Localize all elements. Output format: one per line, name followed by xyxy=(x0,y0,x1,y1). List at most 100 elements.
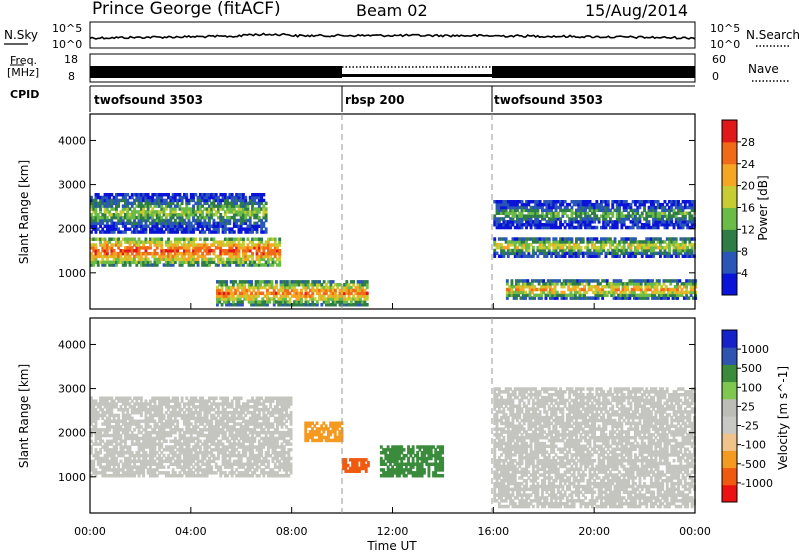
power-cell xyxy=(176,224,180,228)
power-cell xyxy=(681,254,685,258)
power-cell xyxy=(568,248,572,253)
power-cell xyxy=(536,214,540,218)
power-cell xyxy=(210,215,214,220)
power-cell xyxy=(634,211,637,215)
power-cell xyxy=(153,198,157,203)
power-cell xyxy=(185,227,189,231)
power-cell xyxy=(612,279,616,283)
power-cell xyxy=(180,246,184,250)
power-cell xyxy=(554,248,558,253)
power-cell xyxy=(239,207,243,211)
velocity-cell xyxy=(124,408,127,412)
velocity-cell xyxy=(139,471,143,475)
power-cell xyxy=(613,251,617,256)
velocity-cell xyxy=(201,402,205,406)
power-cell xyxy=(304,283,308,287)
power-cell xyxy=(615,245,619,250)
velocity-cell xyxy=(133,465,136,469)
power-cell xyxy=(631,217,635,221)
power-cell xyxy=(549,296,552,300)
velocity-cell xyxy=(203,451,207,455)
power-cell xyxy=(214,221,218,226)
power-cell xyxy=(232,215,236,220)
power-cell xyxy=(315,280,319,284)
velocity-cell xyxy=(180,442,184,446)
power-cell xyxy=(149,227,152,231)
velocity-cell xyxy=(90,410,93,415)
power-cell xyxy=(672,211,676,215)
power-cell xyxy=(189,210,193,214)
power-cell xyxy=(252,285,256,290)
power-cell xyxy=(685,296,689,300)
power-cell xyxy=(343,288,346,293)
power-cell xyxy=(158,218,161,223)
power-cell xyxy=(690,202,694,207)
power-cell xyxy=(534,208,538,213)
velocity-cell xyxy=(221,436,225,441)
power-cell xyxy=(103,195,107,200)
power-cell xyxy=(634,208,637,213)
power-cell xyxy=(124,240,127,244)
power-cell xyxy=(149,221,152,226)
velocity-cell xyxy=(171,468,175,472)
power-cell xyxy=(578,282,582,286)
velocity-cell xyxy=(226,425,229,429)
velocity-cell xyxy=(135,399,139,403)
power-cell xyxy=(214,230,218,234)
power-cell xyxy=(540,279,543,283)
velocity-cell xyxy=(171,413,175,418)
power-cell xyxy=(194,201,198,206)
velocity-cell xyxy=(217,428,220,432)
power-cell xyxy=(192,213,195,217)
velocity-cell xyxy=(99,433,102,438)
velocity-cell xyxy=(126,402,130,406)
power-cell xyxy=(255,237,259,241)
power-cell xyxy=(516,217,519,221)
velocity-cell xyxy=(208,408,211,412)
velocity-cell xyxy=(101,459,105,464)
power-cell xyxy=(171,201,175,206)
velocity-cell xyxy=(230,451,234,455)
power-cell xyxy=(622,248,626,253)
power-cell xyxy=(643,208,646,213)
velocity-cell xyxy=(158,433,161,438)
velocity-cell xyxy=(196,456,200,461)
power-cell xyxy=(151,218,155,223)
velocity-cell xyxy=(208,430,211,435)
power-cell xyxy=(516,223,519,227)
power-cell xyxy=(681,248,685,253)
power-cell xyxy=(648,279,652,283)
velocity-cell xyxy=(121,419,125,423)
power-cell xyxy=(318,280,321,284)
velocity-cell xyxy=(90,405,93,409)
power-cell xyxy=(248,221,252,226)
velocity-cell xyxy=(176,419,180,423)
power-cell xyxy=(108,195,112,200)
velocity-cell xyxy=(192,453,195,458)
velocity-cell xyxy=(103,448,107,452)
power-cell xyxy=(151,240,155,244)
velocity-cell xyxy=(119,448,123,452)
power-cell xyxy=(630,290,634,295)
power-cell xyxy=(223,218,227,223)
power-cell xyxy=(602,225,606,230)
velocity-cell xyxy=(115,402,118,406)
power-cell xyxy=(262,204,266,208)
power-cell xyxy=(645,223,649,227)
power-cell xyxy=(260,230,264,234)
power-cell xyxy=(363,283,367,287)
power-cell xyxy=(692,287,695,292)
power-cell xyxy=(173,249,177,253)
velocity-cell xyxy=(169,428,173,432)
power-cell xyxy=(513,237,517,241)
power-cell xyxy=(538,200,542,204)
power-cell xyxy=(149,246,152,250)
power-cell xyxy=(520,202,524,207)
power-cell xyxy=(232,251,236,256)
power-cell xyxy=(276,257,279,262)
velocity-cell xyxy=(210,459,214,464)
power-cell xyxy=(252,297,256,301)
power-cell xyxy=(604,225,608,230)
velocity-cell xyxy=(210,405,214,409)
velocity-cell xyxy=(196,442,200,446)
